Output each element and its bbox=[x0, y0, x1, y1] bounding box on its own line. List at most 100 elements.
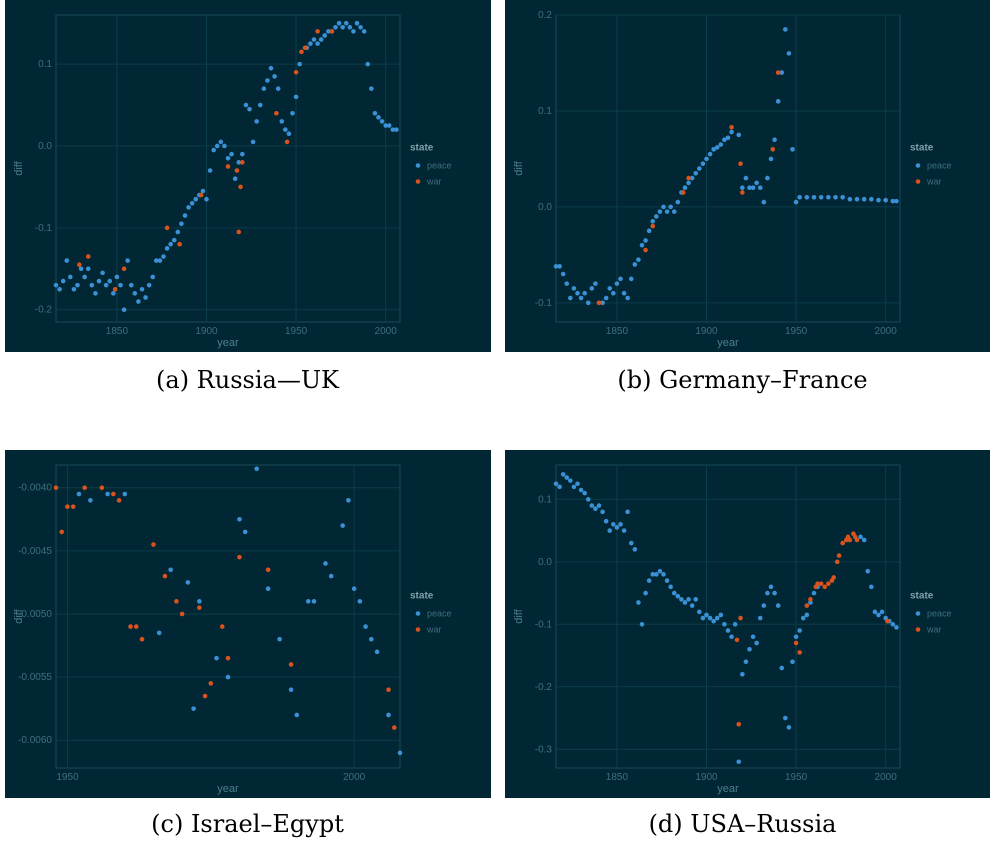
data-point-peace bbox=[639, 622, 645, 627]
data-point-peace bbox=[754, 640, 759, 646]
data-point-peace bbox=[628, 540, 634, 546]
data-point-peace bbox=[182, 213, 188, 218]
data-point-peace bbox=[193, 196, 199, 202]
data-point-peace bbox=[294, 712, 300, 718]
data-point-peace bbox=[68, 274, 73, 280]
y-tick-label: -0.0045 bbox=[18, 546, 52, 557]
data-point-peace bbox=[603, 295, 609, 301]
data-point-peace bbox=[374, 649, 380, 655]
data-point-peace bbox=[650, 218, 656, 224]
x-tick-label: 1850 bbox=[106, 326, 129, 337]
data-point-war bbox=[793, 640, 799, 646]
data-point-peace bbox=[600, 509, 605, 515]
data-point-peace bbox=[779, 70, 785, 75]
data-point-peace bbox=[783, 27, 788, 32]
data-point-peace bbox=[369, 86, 374, 91]
data-point-peace bbox=[625, 509, 630, 515]
scatter-plot-svg: -0.3 -0.2 -0.1 0.0 0.1 1850 1900 1950 2000 year di… bbox=[513, 464, 952, 795]
y-tick-label: 0.0 bbox=[538, 557, 552, 568]
x-tick-label: 2000 bbox=[343, 772, 366, 783]
data-point-peace bbox=[272, 74, 277, 79]
data-point-peace bbox=[668, 204, 673, 210]
data-point-war bbox=[831, 575, 837, 580]
data-point-war bbox=[198, 192, 204, 198]
data-point-peace bbox=[589, 503, 595, 508]
data-point-war bbox=[847, 537, 853, 543]
data-point-peace bbox=[214, 655, 219, 661]
data-point-peace bbox=[275, 86, 281, 91]
data-point-peace bbox=[128, 282, 134, 288]
data-point-war bbox=[738, 161, 743, 167]
data-point-peace bbox=[671, 590, 677, 596]
data-point-war bbox=[596, 300, 602, 306]
data-point-peace bbox=[636, 600, 641, 605]
data-point-peace bbox=[786, 725, 792, 730]
data-point-peace bbox=[354, 20, 360, 26]
data-point-war bbox=[293, 70, 299, 75]
data-point-war bbox=[237, 554, 242, 560]
data-point-peace bbox=[840, 194, 845, 200]
y-tick-label: -0.0040 bbox=[18, 483, 52, 494]
data-point-peace bbox=[111, 291, 116, 296]
data-point-peace bbox=[804, 194, 810, 200]
data-point-war bbox=[680, 190, 686, 195]
data-point-peace bbox=[214, 143, 220, 149]
data-point-peace bbox=[618, 276, 623, 282]
data-point-peace bbox=[704, 612, 709, 618]
data-point-war bbox=[302, 45, 308, 51]
data-point-peace bbox=[603, 518, 609, 524]
data-point-peace bbox=[265, 586, 271, 592]
data-point-war bbox=[208, 681, 214, 686]
x-tick-label: 1850 bbox=[606, 772, 629, 783]
data-point-peace bbox=[143, 295, 148, 300]
data-point-peace bbox=[736, 132, 742, 138]
data-point-peace bbox=[786, 51, 792, 56]
data-point-war bbox=[82, 485, 87, 491]
plot-border bbox=[555, 14, 901, 323]
data-point-war bbox=[202, 693, 208, 699]
x-axis-title: year bbox=[217, 337, 239, 349]
data-point-peace bbox=[643, 590, 648, 596]
data-point-peace bbox=[654, 214, 659, 219]
legend-title: state bbox=[410, 143, 434, 154]
data-point-war bbox=[238, 184, 243, 190]
data-point-peace bbox=[729, 129, 734, 135]
chart-panel-germany-france: -0.1 0.0 0.1 0.2 1850 1900 1950 2000 year diff sta… bbox=[505, 0, 990, 352]
x-tick-label: 1950 bbox=[785, 326, 808, 337]
data-point-peace bbox=[750, 185, 756, 190]
data-point-peace bbox=[225, 155, 231, 161]
data-point-peace bbox=[600, 300, 605, 306]
data-point-peace bbox=[363, 624, 368, 629]
data-point-peace bbox=[765, 590, 770, 596]
data-point-peace bbox=[175, 229, 181, 235]
data-point-peace bbox=[697, 609, 702, 615]
data-point-peace bbox=[564, 475, 570, 480]
legend-key-peace bbox=[915, 163, 921, 168]
data-point-peace bbox=[105, 491, 110, 497]
y-axis-title: diff bbox=[13, 608, 25, 623]
data-point-peace bbox=[315, 41, 320, 46]
data-point-peace bbox=[553, 264, 559, 269]
data-point-war bbox=[225, 655, 231, 661]
data-point-war bbox=[59, 529, 65, 535]
data-point-peace bbox=[89, 282, 95, 288]
data-point-peace bbox=[323, 561, 328, 566]
data-point-war bbox=[234, 168, 240, 173]
data-point-peace bbox=[53, 282, 59, 288]
data-point-peace bbox=[585, 497, 591, 502]
data-point-peace bbox=[242, 529, 248, 535]
x-tick-label: 2000 bbox=[875, 772, 898, 783]
data-point-peace bbox=[237, 516, 242, 522]
data-point-war bbox=[133, 624, 139, 629]
data-point-peace bbox=[93, 291, 98, 296]
y-tick-label: -0.0055 bbox=[18, 672, 52, 683]
data-point-peace bbox=[122, 491, 128, 497]
x-tick-label: 1900 bbox=[195, 326, 218, 337]
data-point-war bbox=[822, 584, 828, 590]
data-point-peace bbox=[265, 78, 270, 83]
caption-usa-russia: (d) USA–Russia bbox=[648, 810, 837, 838]
data-point-peace bbox=[268, 65, 274, 71]
data-point-peace bbox=[611, 290, 616, 296]
data-point-peace bbox=[365, 61, 371, 67]
data-point-war bbox=[329, 29, 335, 34]
